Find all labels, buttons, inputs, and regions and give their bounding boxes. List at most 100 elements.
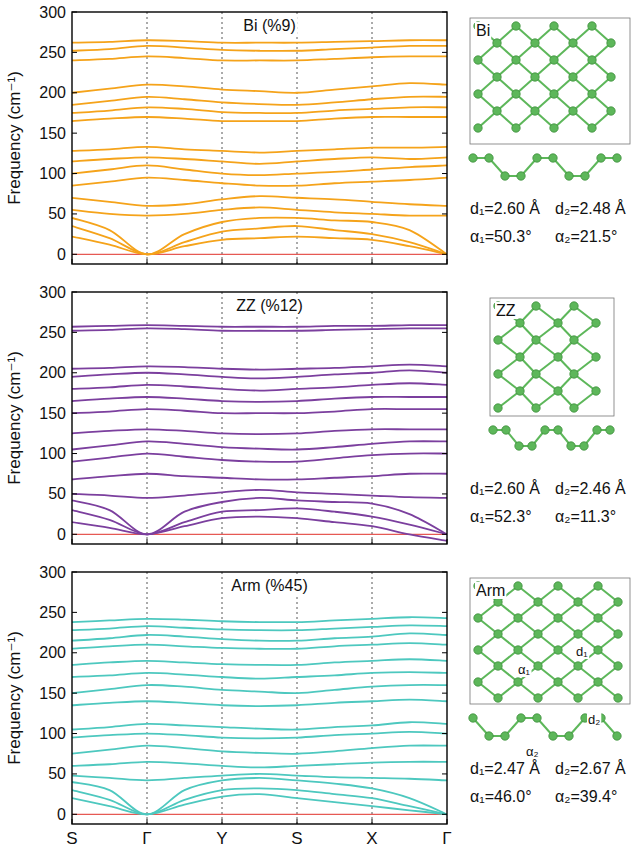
panel-title: Arm (%45)	[231, 577, 307, 594]
atom	[501, 732, 509, 740]
atom	[541, 426, 549, 434]
band	[72, 40, 447, 43]
y-tick	[72, 652, 77, 653]
label-bg	[475, 22, 491, 39]
annotation: d₁=2.60 Å	[470, 199, 540, 217]
atom	[594, 582, 602, 590]
y-tick-label: 250	[39, 44, 66, 61]
y-tick-label: 200	[39, 644, 66, 661]
x-tick	[372, 819, 373, 824]
atom	[493, 107, 501, 115]
annotation: α₂=11.3°	[555, 508, 616, 525]
panel: 050100150200250300Frequency (cm⁻¹)Bi (%9…	[5, 4, 447, 265]
bands	[72, 40, 447, 254]
band	[72, 762, 447, 768]
band	[72, 147, 447, 153]
y-tick	[442, 133, 447, 134]
annotation: d₂=2.67 Å	[555, 759, 626, 777]
atom	[512, 22, 520, 30]
band	[72, 453, 447, 462]
atom	[588, 90, 596, 98]
band	[72, 107, 447, 113]
atom	[614, 662, 622, 670]
y-tick	[442, 92, 447, 93]
atom	[597, 154, 605, 162]
band	[72, 196, 447, 206]
structure-mark: α₁	[518, 662, 531, 677]
band	[72, 56, 447, 60]
band	[72, 370, 447, 378]
y-tick-label: 150	[39, 405, 66, 422]
x-tick	[297, 819, 298, 824]
atom	[574, 662, 582, 670]
grid-line	[147, 292, 148, 544]
atom	[570, 404, 578, 412]
y-tick	[442, 534, 447, 535]
band	[72, 46, 447, 51]
atom	[588, 22, 596, 30]
annotation: α₂=39.4°	[555, 788, 617, 805]
atom	[606, 426, 614, 434]
y-tick-label: 50	[48, 205, 66, 222]
atom	[517, 714, 525, 722]
atom	[516, 353, 524, 361]
band	[72, 226, 447, 254]
structure-mark: d₁	[576, 644, 588, 659]
atom	[554, 646, 562, 654]
atom	[594, 614, 602, 622]
y-tick	[442, 693, 447, 694]
atom	[494, 662, 502, 670]
atom	[474, 124, 482, 132]
y-tick-label: 200	[39, 84, 66, 101]
atom	[592, 387, 600, 395]
y-tick-label: 200	[39, 364, 66, 381]
grid-line	[147, 572, 148, 824]
atom	[534, 630, 542, 638]
annotation: d₂=2.48 Å	[555, 199, 626, 217]
y-tick	[72, 814, 77, 815]
band	[72, 633, 447, 641]
atom	[554, 614, 562, 622]
atom	[514, 646, 522, 654]
y-tick	[442, 254, 447, 255]
y-axis-title: Frequency (cm⁻¹)	[5, 351, 24, 485]
atom	[531, 73, 539, 81]
band	[72, 237, 447, 255]
atom	[554, 387, 562, 395]
structure-mark: α₂	[526, 744, 539, 759]
y-tick	[72, 773, 77, 774]
band	[72, 165, 447, 175]
y-tick	[442, 814, 447, 815]
grid-line	[297, 572, 298, 824]
atom	[502, 426, 510, 434]
y-tick-label: 300	[39, 284, 66, 301]
y-tick-label: 150	[39, 125, 66, 142]
band	[72, 117, 447, 121]
atom	[516, 387, 524, 395]
atom	[514, 582, 522, 590]
y-tick	[442, 733, 447, 734]
y-tick	[442, 493, 447, 494]
x-tick	[147, 259, 148, 264]
band	[72, 745, 447, 753]
atom	[607, 73, 615, 81]
x-tick	[297, 539, 298, 544]
band	[72, 643, 447, 649]
y-tick	[442, 612, 447, 613]
atom	[531, 39, 539, 47]
y-tick	[72, 572, 77, 573]
x-tick	[372, 259, 373, 264]
atom	[485, 154, 493, 162]
panel: 050100150200250300SΓYSXΓFrequency (cm⁻¹)…	[5, 564, 452, 849]
y-tick	[72, 534, 77, 535]
y-tick-label: 50	[48, 765, 66, 782]
atom	[533, 154, 541, 162]
atom	[494, 694, 502, 702]
structure-label: Arm	[476, 582, 505, 599]
structure-box	[490, 298, 614, 416]
atom	[494, 630, 502, 638]
x-tick	[447, 819, 448, 824]
atom	[594, 678, 602, 686]
atom	[614, 598, 622, 606]
atom	[570, 370, 578, 378]
